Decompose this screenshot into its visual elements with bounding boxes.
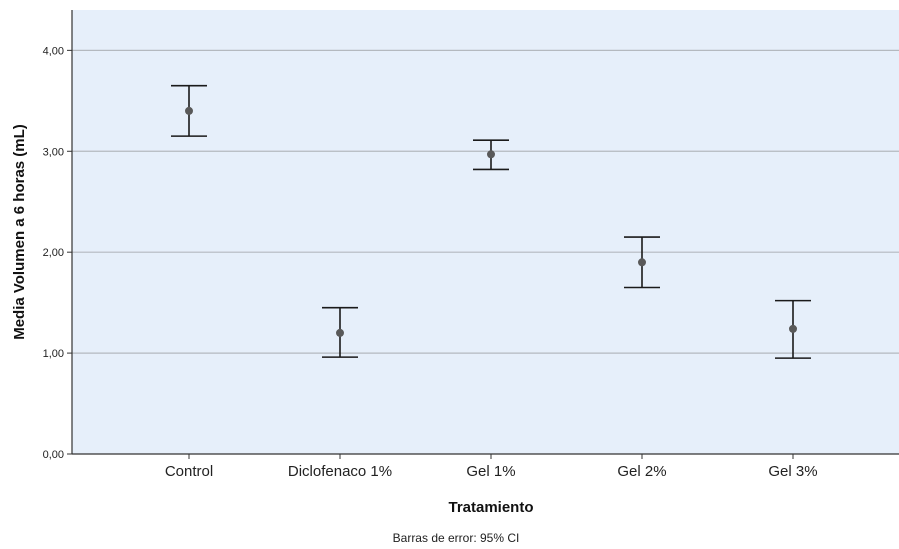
x-axis-title: Tratamiento [448, 499, 533, 516]
y-tick-label: 0,00 [43, 449, 64, 461]
plot-area [72, 10, 899, 454]
mean-marker [336, 328, 344, 337]
mean-marker [487, 150, 495, 159]
mean-marker [789, 324, 797, 333]
mean-marker [638, 258, 646, 267]
x-axis-ticks: Control Diclofenaco 1% Gel 1% Gel 2% Gel 3% [165, 454, 818, 480]
x-tick-label: Control [165, 463, 213, 480]
gridlines [72, 49, 899, 354]
error-bar-diclofenaco-1 [322, 306, 358, 358]
x-tick-label: Diclofenaco 1% [288, 463, 392, 480]
y-tick-label: 3,00 [43, 146, 64, 158]
footnote: Barras de error: 95% CI [393, 531, 520, 545]
error-bar-control [171, 84, 207, 137]
y-tick-label: 4,00 [43, 45, 64, 57]
error-bar-gel-3 [775, 299, 811, 359]
y-axis-title: Media Volumen a 6 horas (mL) [11, 124, 28, 340]
y-tick-label: 1,00 [43, 348, 64, 360]
x-tick-label: Gel 1% [466, 463, 515, 480]
x-tick-label: Gel 2% [617, 463, 666, 480]
y-axis-ticks: 0,00 1,00 2,00 3,00 4,00 [43, 45, 72, 461]
error-bars [171, 84, 811, 359]
mean-marker [185, 106, 193, 115]
error-bar-gel-1 [473, 139, 509, 171]
y-tick-label: 2,00 [43, 247, 64, 259]
x-tick-label: Gel 3% [768, 463, 817, 480]
error-bar-gel-2 [624, 236, 660, 289]
